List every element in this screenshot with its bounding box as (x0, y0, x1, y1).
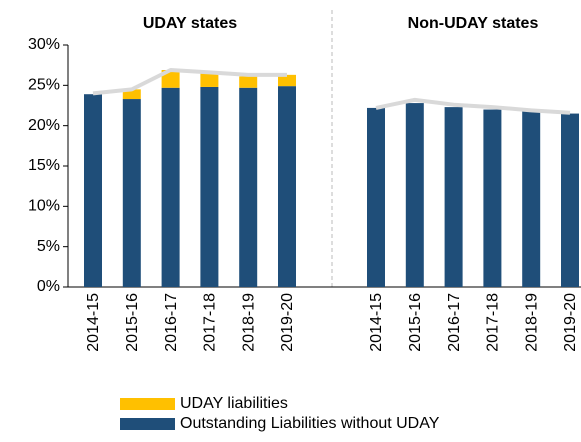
x-tick-label: 2017-18 (485, 293, 502, 352)
x-tick-label: 2017-18 (202, 293, 219, 352)
x-tick-label: 2016-17 (446, 293, 463, 352)
panel-title: UDAY states (143, 15, 237, 32)
x-tick-label: 2014-15 (368, 293, 385, 352)
legend-swatch (120, 418, 175, 430)
legend-label: UDAY liabilities (180, 395, 288, 412)
y-tick-label: 15% (28, 157, 60, 174)
bar-segment (239, 87, 258, 288)
y-tick-label: 5% (37, 238, 60, 255)
y-tick-label: 25% (28, 77, 60, 94)
x-tick-label: 2018-19 (523, 293, 540, 352)
bar-segment (200, 86, 219, 288)
bar-segment (367, 107, 385, 287)
bar-segment (561, 113, 579, 287)
legend-swatch (120, 398, 175, 410)
x-tick-label: 2016-17 (163, 293, 180, 352)
bar-segment (122, 99, 141, 288)
y-tick-label: 20% (28, 117, 60, 134)
bar-segment (84, 94, 102, 287)
panel-title: Non-UDAY states (408, 15, 539, 32)
y-tick-label: 0% (37, 278, 60, 295)
x-tick-label: 2015-16 (407, 293, 424, 352)
x-tick-label: 2019-20 (562, 293, 579, 352)
bar-segment (483, 109, 502, 288)
bar-segment (200, 72, 219, 87)
x-tick-label: 2018-19 (240, 293, 257, 352)
bar-segment (278, 86, 296, 287)
legend-label: Outstanding Liabilities without UDAY (180, 415, 440, 432)
x-tick-label: 2015-16 (124, 293, 141, 352)
y-tick-label: 10% (28, 198, 60, 215)
bar-segment (239, 76, 258, 88)
bar-segment (444, 107, 463, 287)
x-tick-label: 2014-15 (85, 293, 102, 352)
bar-segment (161, 87, 180, 288)
bar-segment (122, 89, 141, 100)
x-tick-label: 2019-20 (279, 293, 296, 352)
total-line (92, 68, 287, 96)
bar-segment (522, 111, 541, 287)
bar-segment (405, 103, 424, 287)
total-line (375, 97, 571, 115)
y-tick-label: 30% (28, 36, 60, 53)
bar-segment (278, 74, 296, 87)
